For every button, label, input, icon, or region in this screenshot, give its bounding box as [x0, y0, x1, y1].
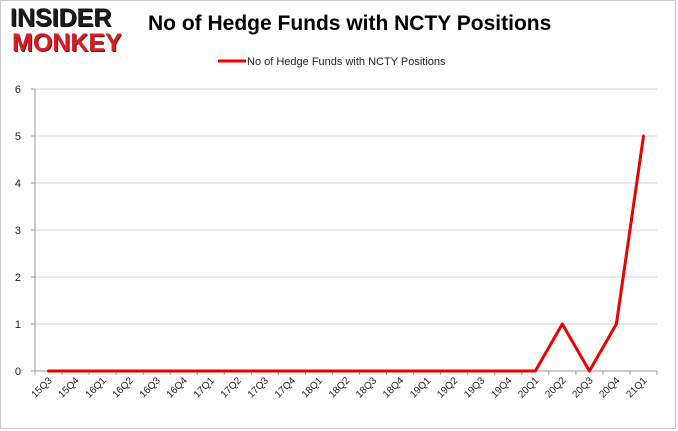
data-point — [452, 369, 456, 373]
gridlines — [35, 88, 657, 325]
x-tick-label: 18Q3 — [354, 375, 379, 400]
data-point — [588, 369, 591, 373]
y-tick-labels: 0 1 2 3 4 5 6 — [15, 84, 21, 378]
y-tick-label: 0 — [15, 366, 21, 378]
data-point — [155, 369, 158, 373]
x-tick-label: 18Q1 — [300, 375, 325, 400]
x-tick-label: 19Q3 — [462, 375, 487, 400]
data-point — [263, 369, 267, 373]
data-point — [534, 369, 537, 373]
x-tick-label: 18Q2 — [327, 375, 352, 400]
y-tick-label: 3 — [15, 225, 21, 237]
x-tick-label: 19Q2 — [435, 375, 460, 400]
y-tick-label: 2 — [15, 272, 21, 284]
data-point — [182, 369, 185, 373]
x-tick-label: 20Q4 — [597, 375, 622, 400]
data-point — [236, 369, 240, 373]
y-tick-label: 5 — [15, 131, 21, 143]
logo-line-1: INSIDER — [10, 4, 112, 32]
x-tick-label: 20Q2 — [543, 375, 568, 400]
x-tick-label: 16Q2 — [111, 375, 136, 400]
data-point — [398, 369, 402, 373]
data-point — [344, 369, 348, 373]
x-tick-label: 15Q4 — [57, 375, 82, 400]
series-line — [47, 134, 645, 373]
data-point — [615, 322, 618, 326]
x-tick-label: 16Q4 — [165, 375, 190, 400]
x-tick-label: 19Q1 — [408, 375, 433, 400]
x-tick-label: 18Q4 — [381, 375, 406, 400]
data-point — [561, 322, 564, 326]
x-tick-label: 16Q3 — [138, 375, 163, 400]
x-tick-label: 17Q3 — [246, 375, 271, 400]
y-tick-label: 6 — [15, 84, 21, 96]
data-point — [290, 369, 294, 373]
data-point — [47, 369, 50, 373]
y-tick-label: 1 — [15, 319, 21, 331]
axes — [31, 88, 658, 375]
x-tick-label: 20Q3 — [570, 375, 595, 400]
legend: No of Hedge Funds with NCTY Positions — [218, 56, 446, 68]
x-tick-label: 17Q2 — [219, 375, 244, 400]
data-point — [209, 369, 212, 373]
chart-title: No of Hedge Funds with NCTY Positions — [148, 12, 552, 35]
data-point — [425, 369, 429, 373]
data-point — [480, 369, 483, 373]
insider-monkey-logo: INSIDER MONKEY — [10, 6, 128, 56]
data-point — [128, 369, 131, 373]
x-tick-label: 21Q1 — [625, 375, 650, 400]
data-point — [74, 369, 77, 373]
data-point — [371, 369, 375, 373]
y-tick-label: 4 — [15, 178, 21, 190]
data-point — [317, 369, 321, 373]
x-tick-label: 17Q4 — [273, 375, 298, 400]
legend-label: No of Hedge Funds with NCTY Positions — [247, 56, 446, 68]
data-point — [507, 369, 510, 373]
x-tick-label: 19Q4 — [489, 375, 514, 400]
series-layer — [47, 134, 645, 373]
data-point — [642, 134, 645, 138]
x-tick-label: 17Q1 — [192, 375, 217, 400]
data-point — [101, 369, 104, 373]
x-tick-label: 20Q1 — [516, 375, 541, 400]
x-tick-label: 16Q1 — [84, 375, 109, 400]
x-tick-labels: 15Q3 15Q4 16Q1 16Q2 16Q3 16Q4 17Q1 17Q2 17Q3 17Q4… — [30, 375, 650, 400]
logo-line-2: MONKEY — [12, 29, 122, 57]
x-tick-label: 15Q3 — [30, 375, 55, 400]
